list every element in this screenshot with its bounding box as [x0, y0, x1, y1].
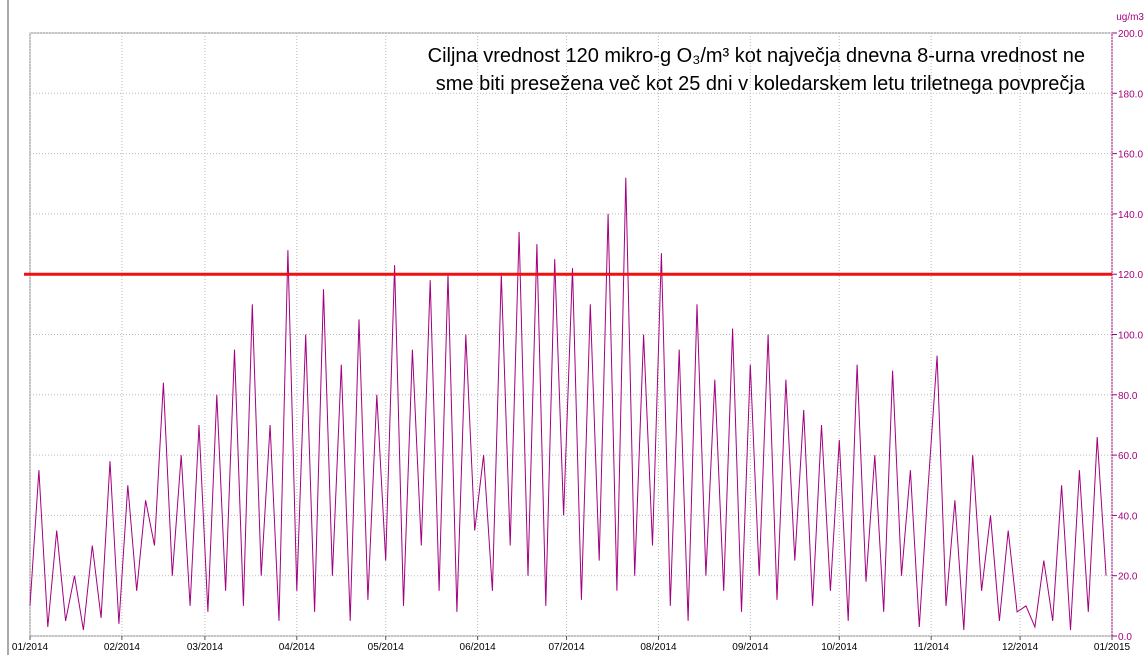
x-tick-label: 06/2014 [460, 642, 497, 653]
x-tick-label: 08/2014 [640, 642, 677, 653]
annotation-line: sme biti presežena več kot 25 dni v kole… [436, 73, 1086, 95]
y-tick-label: 20.0 [1118, 572, 1138, 583]
y-tick-label: 40.0 [1118, 511, 1138, 522]
y-tick-label: 160.0 [1118, 150, 1143, 161]
x-tick-label: 07/2014 [548, 642, 585, 653]
data-line [29, 177, 1107, 631]
x-tick-label: 05/2014 [368, 642, 405, 653]
x-tick-label: 12/2014 [1002, 642, 1039, 653]
x-tick-label: 09/2014 [732, 642, 769, 653]
y-tick-label: 80.0 [1118, 391, 1138, 402]
x-tick-label: 10/2014 [821, 642, 858, 653]
x-tick-label: 01/2015 [1094, 642, 1131, 653]
y-tick-label: 60.0 [1118, 451, 1138, 462]
y-axis-label: ug/m3 [1116, 12, 1144, 23]
x-tick-label: 11/2014 [913, 642, 949, 653]
y-tick-label: 200.0 [1118, 29, 1143, 40]
y-tick-label: 140.0 [1118, 210, 1143, 221]
annotation-line: Ciljna vrednost 120 mikro-g O₃/m³ kot na… [428, 45, 1085, 67]
x-tick-label: 02/2014 [104, 642, 141, 653]
x-tick-label: 04/2014 [279, 642, 316, 653]
x-tick-label: 01/2014 [12, 642, 49, 653]
x-tick-label: 03/2014 [187, 642, 224, 653]
y-tick-label: 120.0 [1118, 270, 1143, 281]
y-tick-label: 100.0 [1118, 331, 1143, 342]
y-tick-label: 180.0 [1118, 89, 1143, 100]
y-tick-label: 0.0 [1118, 632, 1132, 643]
